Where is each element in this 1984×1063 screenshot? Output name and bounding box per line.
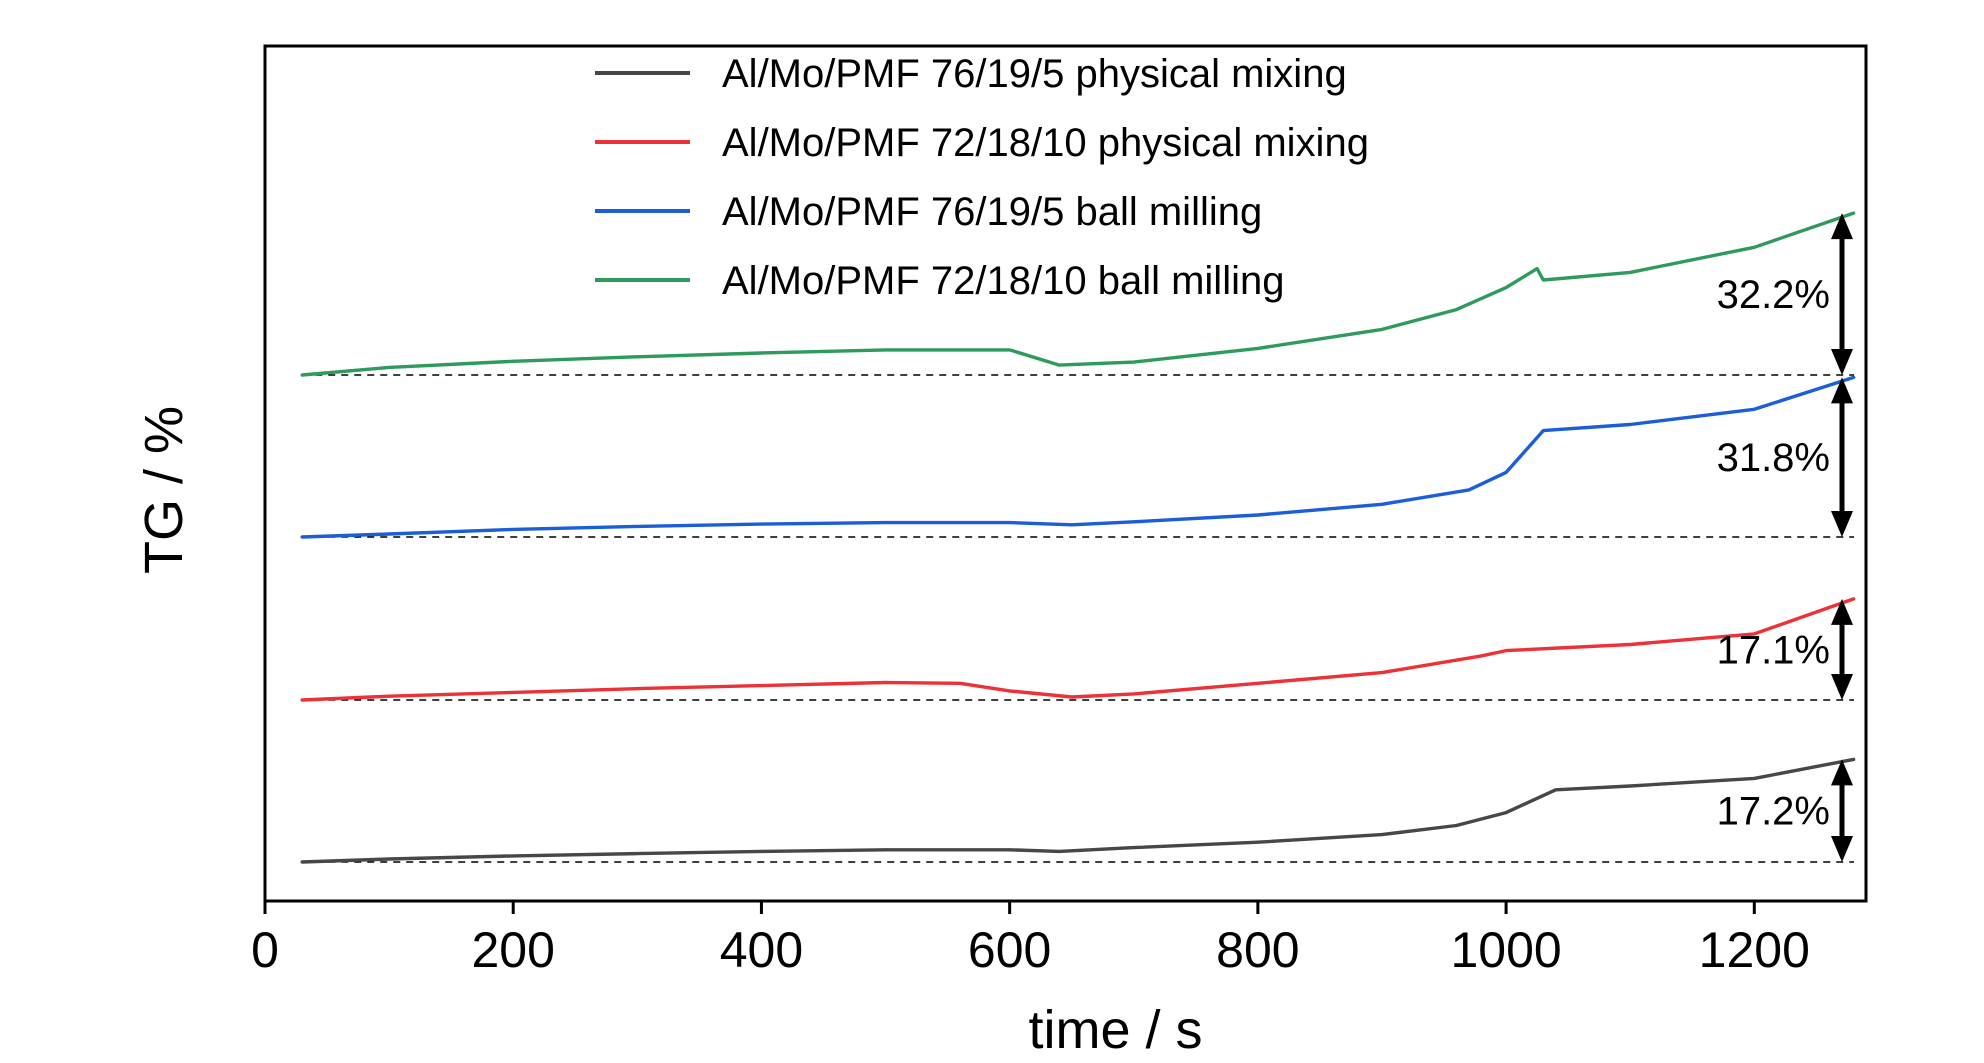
mass-change-label: 31.8%: [1717, 436, 1830, 480]
x-tick-label: 200: [471, 922, 554, 978]
x-tick-label: 1200: [1699, 922, 1810, 978]
mass-change-label: 32.2%: [1717, 273, 1830, 317]
series-line: [300, 597, 1856, 702]
legend-label: Al/Mo/PMF 76/19/5 physical mixing: [722, 52, 1347, 96]
arrow-head-down: [1831, 836, 1853, 862]
x-tick-label: 600: [968, 922, 1051, 978]
legend-label: Al/Mo/PMF 72/18/10 ball milling: [722, 259, 1284, 303]
legend-label: Al/Mo/PMF 72/18/10 physical mixing: [722, 121, 1369, 165]
series-layer: [300, 211, 1856, 864]
plot-frame: [263, 44, 1868, 903]
x-axis-ticks: 0 200 400 600 800 1000 1200: [251, 901, 1810, 978]
legend-label: Al/Mo/PMF 76/19/5 ball milling: [722, 190, 1262, 234]
arrow-head-up: [1831, 377, 1853, 404]
arrow-head-down: [1831, 674, 1853, 700]
x-tick-label: 1000: [1450, 922, 1561, 978]
x-tick-label: 0: [251, 922, 279, 978]
mass-change-label: 17.1%: [1717, 628, 1830, 672]
arrow-head-down: [1831, 511, 1853, 537]
series-line: [300, 757, 1856, 864]
series-line: [300, 375, 1856, 539]
mass-change-arrows: 17.2% 17.1% 31.8% 32.2%: [1717, 213, 1853, 862]
arrow-head-up: [1831, 213, 1853, 240]
mass-change-label: 17.2%: [1717, 790, 1830, 834]
x-tick-label: 800: [1216, 922, 1299, 978]
y-axis-title: TG / %: [134, 406, 194, 574]
arrow-head-up: [1831, 598, 1853, 625]
arrow-head-up: [1831, 759, 1853, 786]
legend: Al/Mo/PMF 76/19/5 physical mixing Al/Mo/P…: [595, 52, 1369, 303]
series-line: [300, 211, 1856, 377]
baselines: [302, 374, 1854, 863]
x-axis-title: time / s: [1028, 1000, 1202, 1060]
arrow-head-down: [1831, 349, 1853, 375]
x-tick-label: 400: [720, 922, 803, 978]
